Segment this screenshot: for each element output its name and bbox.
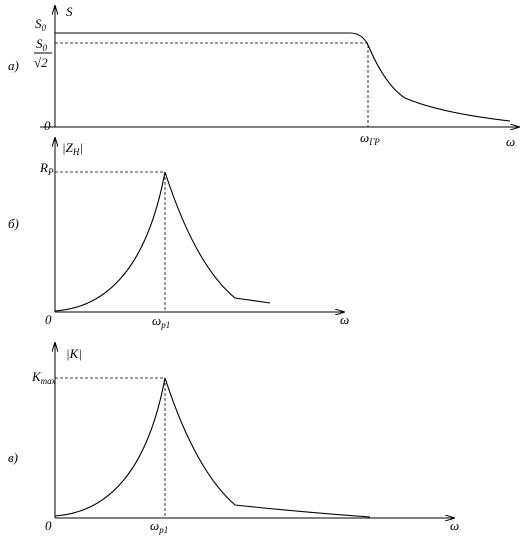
text-part: S — [36, 36, 43, 51]
guide — [55, 42, 369, 127]
text-part: R — [39, 160, 48, 175]
level: S0 — [35, 16, 47, 33]
text-part: |Z — [62, 140, 74, 155]
text-part: р1 — [160, 320, 170, 330]
text-part: max — [41, 376, 56, 386]
text-part: S — [35, 16, 42, 31]
x-marker: ωр1 — [152, 313, 170, 330]
origin: 0 — [44, 118, 51, 133]
curve — [54, 171, 271, 312]
panel-tag: а) — [8, 58, 19, 73]
y-label: |ZН| — [62, 140, 83, 157]
text-part: ω — [360, 130, 369, 145]
origin: 0 — [45, 518, 52, 533]
panel-tag: в) — [8, 450, 18, 465]
panel-tag: б) — [8, 216, 19, 231]
text-part: K — [31, 369, 42, 384]
x-marker: ωГР — [360, 130, 380, 147]
level-den: √2 — [34, 55, 48, 70]
text-part: 0 — [43, 43, 48, 53]
text-part: 0 — [42, 23, 47, 33]
curve — [55, 32, 511, 122]
text-part: Р — [47, 167, 54, 177]
text-part: ω — [152, 313, 161, 328]
curve — [54, 377, 371, 518]
guide — [55, 377, 166, 518]
panel-c: в) |K| Kmax 0 ωр1 ω — [8, 342, 459, 535]
level: RР — [39, 160, 54, 177]
guide — [55, 171, 166, 312]
text-part: ω — [150, 518, 159, 533]
x-label: ω — [340, 312, 349, 327]
x-marker: ωр1 — [150, 518, 168, 535]
text-part: р1 — [158, 525, 168, 535]
panel-a: а) S S0 S0 √2 0 ωГР ω — [8, 4, 520, 149]
y-label: |K| — [66, 346, 82, 361]
panel-b: б) |ZН| RР 0 ωр1 ω — [8, 137, 349, 330]
text-part: Н — [72, 147, 80, 157]
level-num: S0 — [36, 36, 48, 53]
x-label: ω — [450, 518, 459, 533]
origin: 0 — [45, 312, 52, 327]
level: Kmax — [31, 369, 56, 386]
y-label: S — [66, 4, 73, 19]
text-part: ГР — [368, 137, 380, 147]
text-part: | — [79, 140, 83, 155]
x-label: ω — [506, 134, 515, 149]
